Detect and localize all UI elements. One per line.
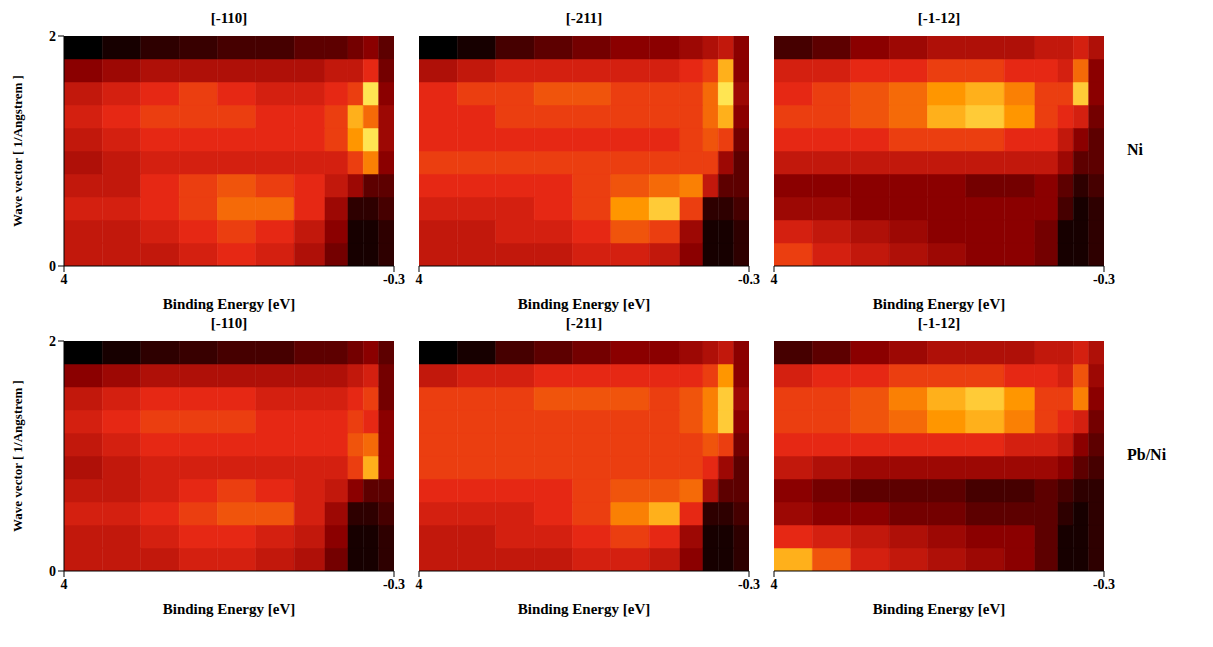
svg-text:Binding Energy [eV]: Binding Energy [eV] (518, 296, 651, 312)
svg-text:Wave vector [ 1/Angstrem ]: Wave vector [ 1/Angstrem ] (10, 380, 25, 532)
html-text:Pb/Ni: Pb/Ni (1127, 446, 1167, 463)
svg-text:4: 4 (61, 577, 68, 592)
svg-text:Binding Energy [eV]: Binding Energy [eV] (163, 296, 296, 312)
svg-text:Binding Energy [eV]: Binding Energy [eV] (518, 601, 651, 617)
html-text:[-1-12]: [-1-12] (917, 10, 961, 26)
svg-text:2: 2 (49, 334, 56, 349)
html-text:Ni: Ni (1127, 141, 1143, 158)
svg-text:2: 2 (49, 29, 56, 44)
svg-text:4: 4 (771, 577, 778, 592)
svg-text:4: 4 (416, 577, 423, 592)
svg-text:-0.3: -0.3 (1093, 577, 1115, 592)
svg-text:-0.3: -0.3 (383, 577, 405, 592)
svg-text:0: 0 (49, 564, 56, 579)
svg-text:-0.3: -0.3 (383, 272, 405, 287)
html-text:[-1-12]: [-1-12] (917, 315, 961, 331)
svg-text:Binding Energy [eV]: Binding Energy [eV] (873, 601, 1006, 617)
html-text:[-110]: [-110] (210, 315, 248, 331)
svg-text:-0.3: -0.3 (738, 577, 760, 592)
html-text:[-211]: [-211] (565, 10, 603, 26)
svg-text:Binding Energy [eV]: Binding Energy [eV] (163, 601, 296, 617)
html-text:[-110]: [-110] (210, 10, 248, 26)
svg-text:4: 4 (61, 272, 68, 287)
svg-text:0: 0 (49, 259, 56, 274)
svg-text:-0.3: -0.3 (738, 272, 760, 287)
svg-text:4: 4 (771, 272, 778, 287)
html-text:[-211]: [-211] (565, 315, 603, 331)
svg-text:-0.3: -0.3 (1093, 272, 1115, 287)
svg-text:Wave vector [ 1/Angstrem ]: Wave vector [ 1/Angstrem ] (10, 75, 25, 227)
svg-text:Binding Energy [eV]: Binding Energy [eV] (873, 296, 1006, 312)
svg-text:4: 4 (416, 272, 423, 287)
